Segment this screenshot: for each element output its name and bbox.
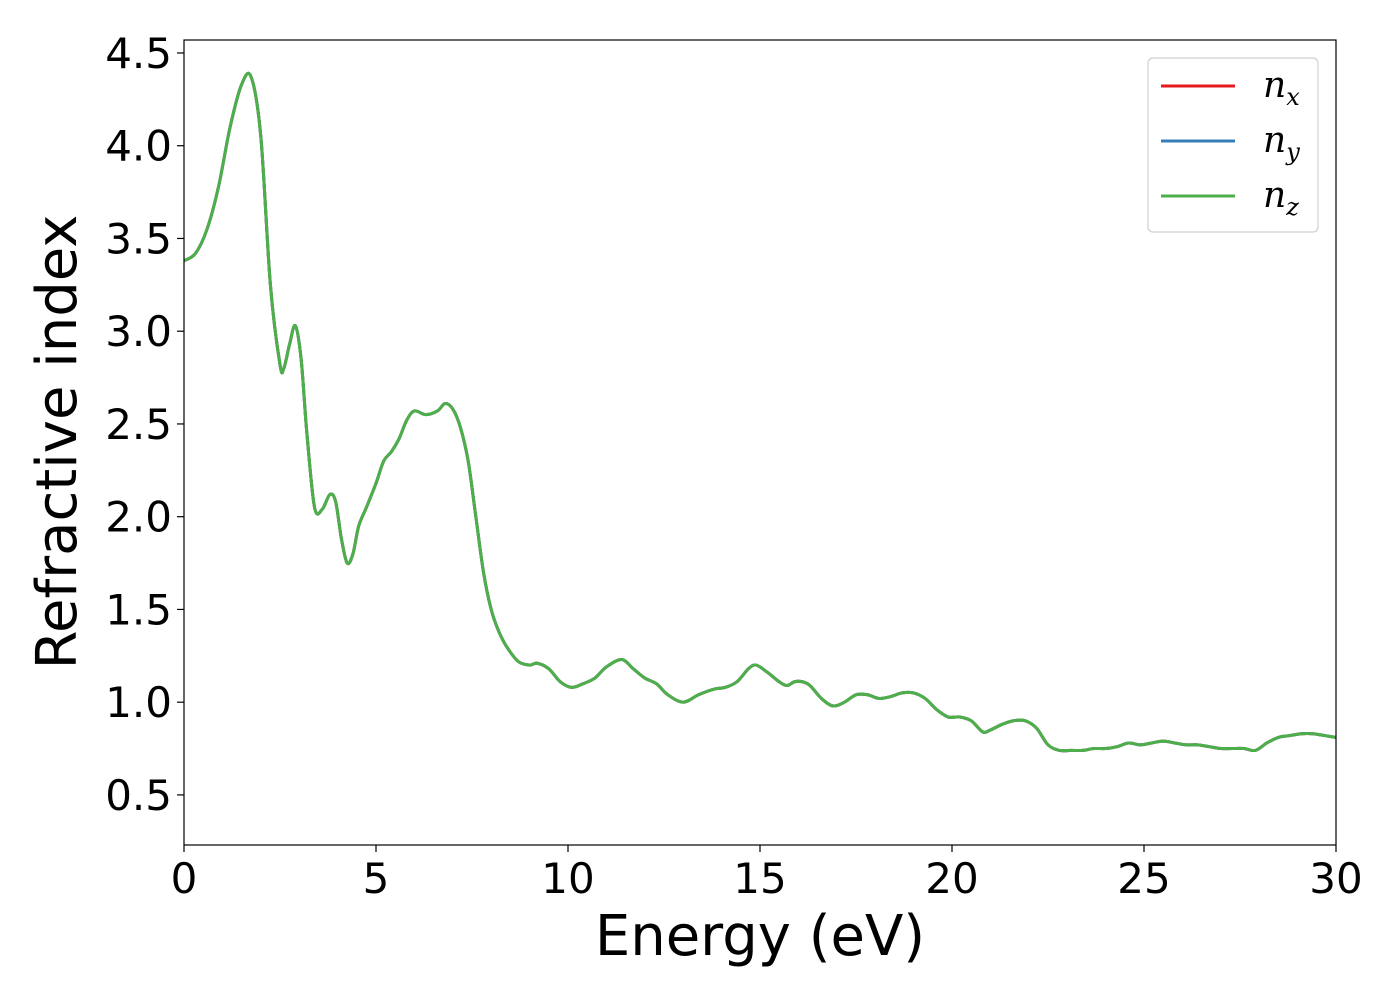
y-tick-label: 2.5 (105, 400, 172, 449)
y-tick-label: 4.5 (105, 29, 172, 78)
legend-label-subscript: y (1285, 138, 1300, 166)
legend-label-ny: ny (1263, 120, 1300, 166)
x-tick-label: 25 (1117, 854, 1170, 903)
x-axis-ticks: 0 5 10 15 20 25 30 (171, 845, 1363, 903)
legend-label-base: n (1263, 120, 1286, 161)
x-tick-label: 30 (1309, 854, 1362, 903)
series-line-nz (184, 71, 1336, 753)
legend-label-subscript: x (1286, 83, 1300, 111)
x-tick-label: 5 (363, 854, 390, 903)
legend-label-subscript: z (1285, 193, 1299, 221)
y-tick-label: 1.0 (105, 678, 172, 727)
x-tick-label: 10 (541, 854, 594, 903)
series-layer (184, 71, 1336, 753)
y-tick-label: 2.0 (105, 493, 172, 542)
y-tick-label: 3.5 (105, 214, 172, 263)
y-tick-label: 1.5 (105, 585, 172, 634)
y-tick-label: 3.0 (105, 307, 172, 356)
legend-label-base: n (1263, 65, 1286, 106)
legend-label-nx: nx (1263, 65, 1300, 111)
y-tick-label: 0.5 (105, 771, 172, 820)
x-tick-label: 20 (925, 854, 978, 903)
x-tick-label: 0 (171, 854, 198, 903)
y-axis-title: Refractive index (25, 215, 90, 670)
y-axis-ticks: 0.5 1.0 1.5 2.0 2.5 3.0 3.5 4.0 4.5 (105, 29, 184, 820)
legend-box (1147, 57, 1319, 233)
legend-label-base: n (1263, 175, 1286, 216)
y-tick-label: 4.0 (105, 122, 172, 171)
legend-label-nz: nz (1263, 175, 1299, 221)
x-axis-title: Energy (eV) (595, 904, 925, 969)
x-tick-label: 15 (733, 854, 786, 903)
